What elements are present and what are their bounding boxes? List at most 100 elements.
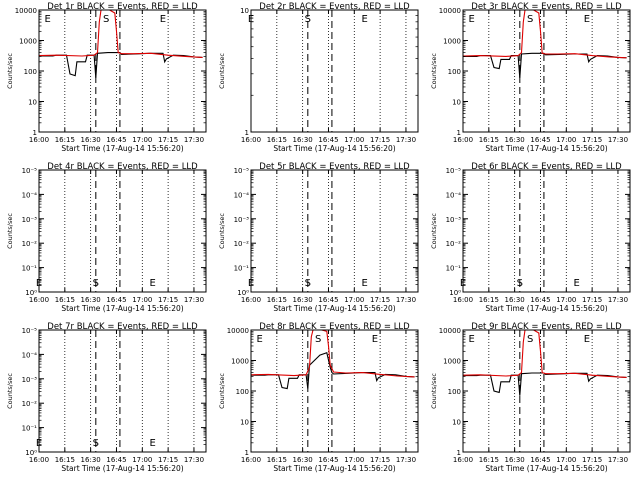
panel-9-ytick-label: 100 xyxy=(448,388,461,396)
panel-4-xtick-label: 16:15 xyxy=(55,296,75,304)
panel-9-events-line xyxy=(463,372,627,396)
panel-7-xtick-label: 16:00 xyxy=(29,456,49,464)
panel-6-marker-e: E xyxy=(460,278,466,289)
panel-3-events-line xyxy=(463,52,627,78)
panel-5-xlabel: Start Time (17-Aug-14 15:56:20) xyxy=(273,304,395,313)
panel-4-xlabel: Start Time (17-Aug-14 15:56:20) xyxy=(61,304,183,313)
panel-6-xtick-label: 17:30 xyxy=(608,296,628,304)
panel-5-ytick-label: 10⁻³ xyxy=(234,216,250,224)
panel-8-marker-e: E xyxy=(372,334,378,345)
panel-9-marker-e: E xyxy=(584,334,590,345)
panel-4-ylabel: Counts/sec xyxy=(6,213,14,249)
panel-8-xlabel: Start Time (17-Aug-14 15:56:20) xyxy=(273,464,395,473)
panel-6-frame xyxy=(462,169,631,293)
panel-2-marker-e: E xyxy=(248,14,254,25)
panel-3-lld-line xyxy=(462,9,627,59)
panel-9-title: Det 9r BLACK = Events, RED = LLD xyxy=(471,322,622,332)
panel-2-xtick-label: 16:15 xyxy=(267,136,287,144)
panel-7-title: Det 7r BLACK = Events, RED = LLD xyxy=(47,322,198,332)
panel-6-ytick-label: 10⁻⁵ xyxy=(446,167,462,175)
panel-8-lld-line xyxy=(250,329,415,378)
panel-5-marker-s: S xyxy=(305,278,311,289)
panel-8-xtick-label: 16:30 xyxy=(293,456,313,464)
panel-3-xtick-label: 16:00 xyxy=(453,136,473,144)
panel-5-xtick-label: 16:45 xyxy=(318,296,338,304)
panel-4-marker-s: S xyxy=(93,278,99,289)
panel-9-xlabel: Start Time (17-Aug-14 15:56:20) xyxy=(485,464,607,473)
panel-6-xtick-label: 17:15 xyxy=(582,296,602,304)
panel-5-title: Det 5r BLACK = Events, RED = LLD xyxy=(259,162,410,172)
panel-2-xlabel: Start Time (17-Aug-14 15:56:20) xyxy=(273,144,395,153)
panel-8-frame xyxy=(250,329,419,453)
panel-1-ytick-label: 1000 xyxy=(19,38,37,46)
panel-3-xtick-label: 17:15 xyxy=(582,136,602,144)
panel-1-events-line xyxy=(39,52,203,78)
panel-1-xtick-label: 17:00 xyxy=(132,136,152,144)
panel-7-marker-s: S xyxy=(93,438,99,449)
panel-9-xtick-label: 17:15 xyxy=(582,456,602,464)
panel-5-xtick-label: 17:15 xyxy=(370,296,390,304)
panel-9-ytick-label: 10000 xyxy=(439,327,461,335)
panel-9-ylabel: Counts/sec xyxy=(430,373,438,409)
panel-9-marker-e: E xyxy=(468,334,474,345)
panel-6-xlabel: Start Time (17-Aug-14 15:56:20) xyxy=(485,304,607,313)
panel-7-ytick-label: 10⁻² xyxy=(22,400,38,408)
panel-1-title: Det 1r BLACK = Events, RED = LLD xyxy=(47,2,198,12)
panel-7-xtick-label: 16:30 xyxy=(81,456,101,464)
panel-3-frame xyxy=(462,9,631,133)
panel-1-marker-e: E xyxy=(160,14,166,25)
panel-2-xtick-label: 16:00 xyxy=(241,136,261,144)
panel-4-frame xyxy=(38,169,207,293)
panel-7-xtick-label: 16:15 xyxy=(55,456,75,464)
panel-5-marker-e: E xyxy=(361,278,367,289)
panel-7-ytick-label: 10⁻⁴ xyxy=(22,351,38,359)
panel-6-marker-s: S xyxy=(517,278,523,289)
panel-5-xtick-label: 16:15 xyxy=(267,296,287,304)
panel-1-marker-s: S xyxy=(103,14,109,25)
panel-4-ytick-label: 10⁻³ xyxy=(22,216,38,224)
panel-3-xtick-label: 16:15 xyxy=(479,136,499,144)
panel-9-ytick-label: 10 xyxy=(452,419,461,427)
panel-8-xtick-label: 17:30 xyxy=(396,456,416,464)
panel-7-ylabel: Counts/sec xyxy=(6,373,14,409)
panel-8-marker-s: S xyxy=(315,334,321,345)
panel-3-title: Det 3r BLACK = Events, RED = LLD xyxy=(471,2,622,12)
panel-3-xlabel: Start Time (17-Aug-14 15:56:20) xyxy=(485,144,607,153)
panel-4-xtick-label: 17:00 xyxy=(132,296,152,304)
panel-6-xtick-label: 16:30 xyxy=(505,296,525,304)
panel-2-xtick-label: 17:00 xyxy=(344,136,364,144)
panel-7-xtick-label: 17:30 xyxy=(184,456,204,464)
panel-6-ytick-label: 10⁻³ xyxy=(446,216,462,224)
panel-6-title: Det 6r BLACK = Events, RED = LLD xyxy=(471,162,622,172)
panel-6-ytick-label: 10⁻¹ xyxy=(446,265,462,273)
panel-9-xtick-label: 16:15 xyxy=(479,456,499,464)
panel-6-xtick-label: 16:15 xyxy=(479,296,499,304)
panel-1-ytick-label: 100 xyxy=(24,68,37,76)
panel-1-ytick-label: 1 xyxy=(33,129,37,137)
panel-5-ytick-label: 10⁻² xyxy=(234,240,250,248)
panel-2-xtick-label: 17:15 xyxy=(370,136,390,144)
panel-2-xtick-label: 16:30 xyxy=(293,136,313,144)
panel-2-xtick-label: 17:30 xyxy=(396,136,416,144)
panel-5-xtick-label: 16:30 xyxy=(293,296,313,304)
panel-2-xtick-label: 16:45 xyxy=(318,136,338,144)
panel-7-frame xyxy=(38,329,207,453)
panel-8-xtick-label: 16:00 xyxy=(241,456,261,464)
panel-8-ytick-label: 10000 xyxy=(227,327,249,335)
panel-3-xtick-label: 17:00 xyxy=(556,136,576,144)
panel-8-ylabel: Counts/sec xyxy=(218,373,226,409)
panel-6-ytick-label: 10⁰ xyxy=(449,289,461,297)
panel-4-ytick-label: 10⁻² xyxy=(22,240,38,248)
panel-2-marker-s: S xyxy=(305,14,311,25)
panel-9-xtick-label: 17:00 xyxy=(556,456,576,464)
panel-5-marker-e: E xyxy=(248,278,254,289)
panel-1-ytick-label: 10 xyxy=(28,99,37,107)
panel-5-xtick-label: 17:30 xyxy=(396,296,416,304)
panel-8-xtick-label: 16:45 xyxy=(318,456,338,464)
panel-3-ylabel: Counts/sec xyxy=(430,53,438,89)
panel-5-ytick-label: 10⁰ xyxy=(237,289,249,297)
panel-8-xtick-label: 16:15 xyxy=(267,456,287,464)
panel-8-ytick-label: 10 xyxy=(240,419,249,427)
